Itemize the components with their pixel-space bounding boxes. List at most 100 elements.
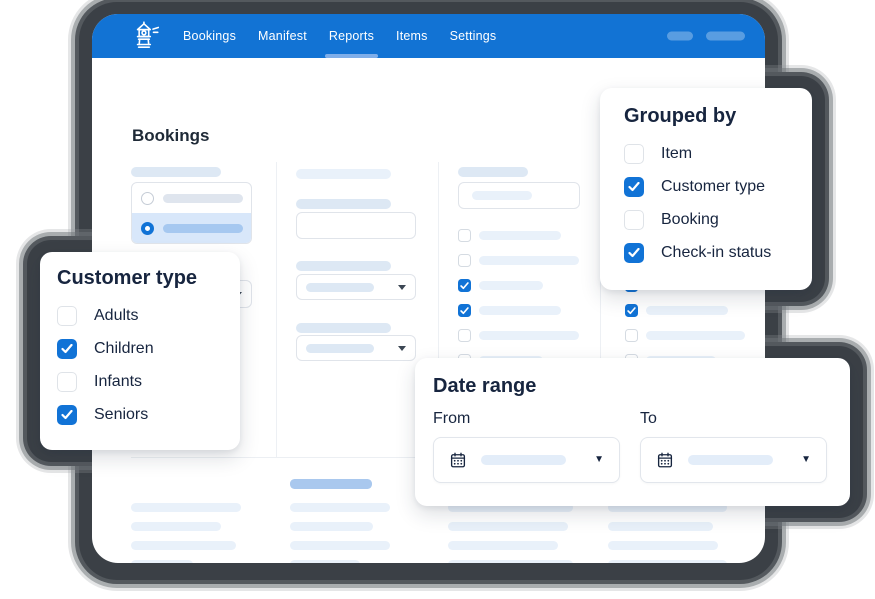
column-divider <box>276 162 277 457</box>
select-dropdown[interactable] <box>296 335 416 361</box>
checkbox-unchecked[interactable] <box>57 371 77 392</box>
checkbox-unchecked[interactable] <box>624 143 644 164</box>
checkbox-label: Infants <box>94 372 143 390</box>
date-to-field: To ▼ <box>640 410 827 483</box>
column-divider <box>600 162 601 457</box>
search-input[interactable] <box>458 182 580 209</box>
navbar-placeholders <box>667 31 745 41</box>
skeleton-bar <box>479 231 561 240</box>
skeleton-label <box>131 167 221 177</box>
skeleton-bar <box>608 522 713 531</box>
skeleton-check-row[interactable] <box>458 323 580 348</box>
checkbox-label: Customer type <box>661 177 766 195</box>
skeleton-check-row[interactable] <box>458 248 580 273</box>
checkbox-label: Adults <box>94 306 139 324</box>
top-navbar: Bookings Manifest Reports Items Settings <box>92 14 765 58</box>
chevron-down-icon <box>398 284 406 290</box>
date-range-panel: Date range From ▼ To <box>415 358 850 506</box>
checkbox-checked[interactable] <box>624 176 644 197</box>
radio-unselected[interactable] <box>141 191 154 205</box>
from-label: From <box>433 410 471 427</box>
nav-item-bookings[interactable]: Bookings <box>183 29 237 43</box>
skeleton-date-value <box>688 455 773 465</box>
radio-option[interactable] <box>132 183 251 213</box>
text-input[interactable] <box>296 212 416 239</box>
filter-column-2 <box>296 169 416 361</box>
checkbox-unchecked[interactable] <box>458 329 471 342</box>
skeleton-check-row[interactable] <box>458 273 580 298</box>
checkbox-unchecked[interactable] <box>625 329 638 342</box>
skeleton-bar <box>479 331 579 340</box>
skeleton-bar <box>448 522 568 531</box>
skeleton-bar <box>608 560 727 563</box>
calendar-icon <box>450 452 466 468</box>
checkbox-unchecked[interactable] <box>57 305 77 326</box>
checkbox-label: Seniors <box>94 405 149 423</box>
nav-item-items[interactable]: Items <box>396 29 428 43</box>
grouped-by-panel: Grouped by Item Customer type Booking Check… <box>600 88 812 290</box>
checkbox-checked[interactable] <box>625 304 638 317</box>
checkbox-option[interactable]: Customer type <box>600 170 812 203</box>
from-date-select[interactable]: ▼ <box>433 437 620 483</box>
skeleton-bar <box>131 503 241 512</box>
checkbox-checked[interactable] <box>624 242 644 263</box>
checkbox-label: Check-in status <box>661 243 772 261</box>
skeleton-label <box>458 167 528 177</box>
skeleton-bar <box>290 522 373 531</box>
checkbox-label: Booking <box>661 210 719 228</box>
main-nav: Bookings Manifest Reports Items Settings <box>172 14 507 58</box>
skeleton-bar <box>472 191 532 200</box>
checkbox-option[interactable]: Children <box>40 332 240 365</box>
checkbox-option[interactable]: Adults <box>40 299 240 332</box>
skeleton-bar <box>290 560 360 563</box>
select-dropdown[interactable] <box>296 274 416 300</box>
date-from-field: From ▼ <box>433 410 620 483</box>
skeleton-bar <box>306 282 374 292</box>
skeleton-bar <box>131 522 221 531</box>
skeleton-bar <box>608 503 727 512</box>
checkbox-label: Children <box>94 339 154 357</box>
radio-group <box>131 182 252 244</box>
nav-item-reports[interactable]: Reports <box>318 14 385 58</box>
checkbox-option[interactable]: Booking <box>600 203 812 236</box>
chevron-down-icon: ▼ <box>594 454 604 465</box>
column-divider <box>438 162 439 457</box>
skeleton-bar <box>448 560 573 563</box>
checkbox-option[interactable]: Infants <box>40 365 240 398</box>
chevron-down-icon <box>398 345 406 351</box>
customer-type-options: Adults Children Infants Seniors <box>40 299 240 431</box>
checkbox-unchecked[interactable] <box>458 229 471 242</box>
checkbox-checked[interactable] <box>57 338 77 359</box>
skeleton-bar <box>290 541 390 550</box>
skeleton-check-row[interactable] <box>625 323 745 348</box>
skeleton-bar <box>479 281 543 290</box>
skeleton-bar <box>290 479 372 489</box>
checkbox-unchecked[interactable] <box>624 209 644 230</box>
radio-option-selected[interactable] <box>132 213 251 243</box>
skeleton-bar <box>479 306 561 315</box>
checkbox-checked[interactable] <box>458 279 471 292</box>
skeleton-check-row[interactable] <box>625 298 745 323</box>
navbar-placeholder-pill <box>667 31 693 41</box>
checkbox-option[interactable]: Seniors <box>40 398 240 431</box>
skeleton-bar <box>163 193 243 203</box>
checkbox-checked[interactable] <box>458 304 471 317</box>
skeleton-label <box>296 199 391 209</box>
skeleton-check-row[interactable] <box>458 298 580 323</box>
checkbox-unchecked[interactable] <box>458 254 471 267</box>
nav-item-manifest[interactable]: Manifest <box>258 29 307 43</box>
grouped-by-options: Item Customer type Booking Check-in status <box>600 137 812 269</box>
to-label: To <box>640 410 657 427</box>
checkbox-option[interactable]: Item <box>600 137 812 170</box>
checkbox-option[interactable]: Check-in status <box>600 236 812 269</box>
skeleton-bar <box>646 331 745 340</box>
checkbox-checked[interactable] <box>57 404 77 425</box>
skeleton-bar <box>448 541 558 550</box>
skeleton-check-row[interactable] <box>458 223 580 248</box>
skeleton-label <box>296 261 391 271</box>
nav-item-settings[interactable]: Settings <box>449 29 497 43</box>
to-date-select[interactable]: ▼ <box>640 437 827 483</box>
skeleton-bar <box>306 343 374 353</box>
radio-selected[interactable] <box>141 221 154 235</box>
skeleton-bar <box>646 306 728 315</box>
